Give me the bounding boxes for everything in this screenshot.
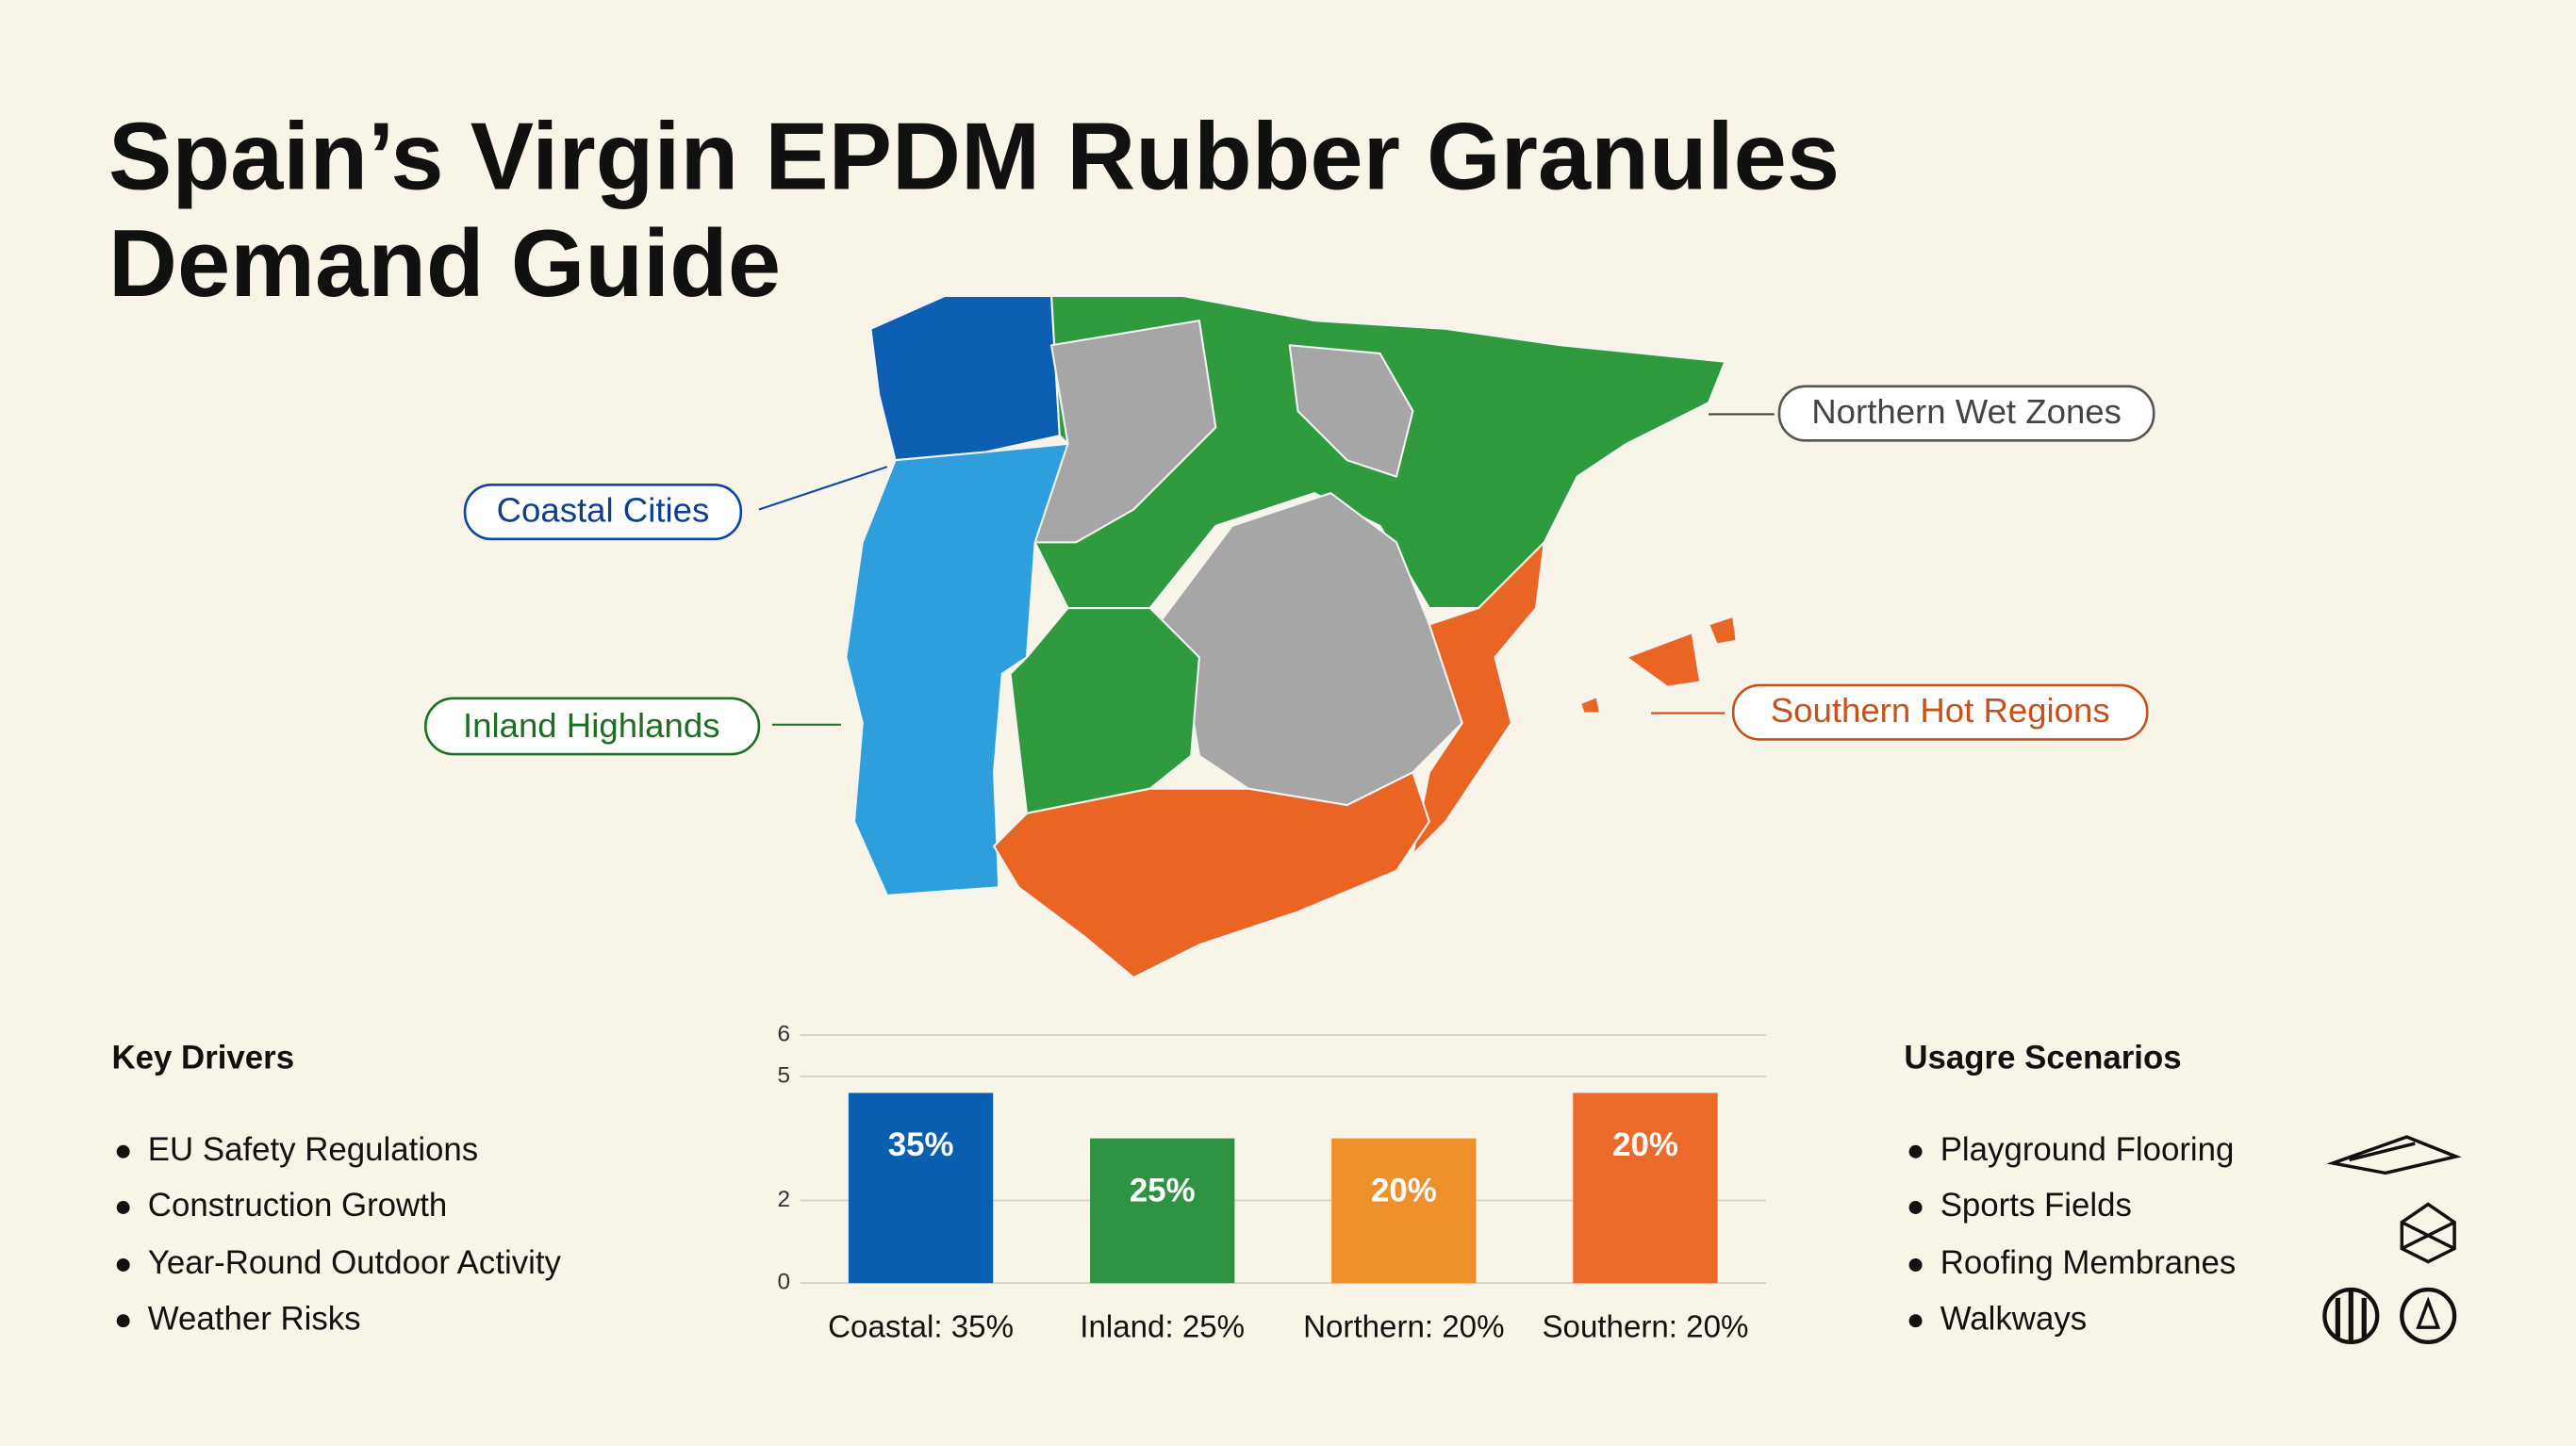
islands xyxy=(1579,696,1602,715)
bar xyxy=(848,1093,994,1284)
icon-roof xyxy=(2322,1287,2380,1345)
icon-walkway xyxy=(2400,1287,2457,1345)
islands xyxy=(1707,615,1738,646)
bar xyxy=(1573,1093,1718,1284)
key-drivers: Key Drivers EU Safety Regulations Constr… xyxy=(111,1039,561,1337)
bar-label: 35% xyxy=(888,1126,954,1163)
region-gray xyxy=(1288,344,1414,478)
callout-pill xyxy=(1777,385,2155,442)
callout-pill xyxy=(423,697,761,756)
region-east xyxy=(1412,541,1545,856)
list-item: Year-Round Outdoor Activity xyxy=(148,1244,562,1281)
x-tick-label: Coastal: 35% xyxy=(828,1310,1014,1345)
list-item: Roofing Membranes xyxy=(1940,1244,2237,1281)
callout-label: Southern Hot Regions xyxy=(1771,691,2110,730)
x-tick-label: Southern: 20% xyxy=(1542,1310,1748,1345)
icon-field xyxy=(2400,1202,2456,1264)
y-tick-label: 5 xyxy=(778,1062,791,1088)
list-item: Sports Fields xyxy=(1940,1187,2132,1224)
title-line: Demand Guide xyxy=(108,211,781,317)
y-tick-label: 2 xyxy=(778,1187,791,1212)
bullet xyxy=(1908,1144,1923,1158)
bullet xyxy=(116,1258,130,1272)
list-item: Construction Growth xyxy=(148,1187,447,1224)
icon-walkway-mark xyxy=(2416,1296,2441,1329)
bullet xyxy=(116,1144,130,1158)
y-tick-label: 0 xyxy=(778,1270,791,1295)
y-tick-label: 6 xyxy=(778,1021,791,1046)
bullet xyxy=(1908,1314,1923,1328)
bar-label: 20% xyxy=(1371,1172,1437,1208)
leader-line xyxy=(758,466,888,511)
icon-roof-lines xyxy=(2335,1290,2367,1341)
section-heading: Key Drivers xyxy=(111,1039,294,1076)
spain-map xyxy=(845,294,1738,979)
bar xyxy=(1090,1138,1235,1284)
list-item: Walkways xyxy=(1940,1300,2087,1337)
bullet xyxy=(1908,1258,1923,1272)
callout-label: Northern Wet Zones xyxy=(1811,392,2122,431)
bar xyxy=(1331,1138,1477,1284)
bullet xyxy=(116,1314,130,1328)
callout-pill xyxy=(1731,683,2149,741)
region-galicia xyxy=(869,294,1061,462)
bullet xyxy=(1908,1201,1923,1214)
x-tick-label: Inland: 25% xyxy=(1080,1310,1245,1345)
bar-chart: 0 2 5 6 35% Coastal: 35% 25% Inland: 25% 20% Nort… xyxy=(778,1021,1767,1345)
list-item: EU Safety Regulations xyxy=(148,1131,478,1168)
map-callouts: Coastal Cities Inland Highlands Northern… xyxy=(423,385,2155,756)
region-south xyxy=(993,771,1430,979)
x-tick-label: Northern: 20% xyxy=(1303,1310,1504,1345)
bar-label: 20% xyxy=(1612,1126,1678,1163)
list-item: Weather Risks xyxy=(148,1300,361,1337)
bar-label: 25% xyxy=(1130,1172,1196,1208)
callout-pill xyxy=(463,484,743,541)
title-line: Spain’s Virgin EPDM Rubber Granules xyxy=(108,105,1840,210)
section-heading: Usagre Scenarios xyxy=(1904,1039,2181,1076)
callout-label: Coastal Cities xyxy=(497,491,710,530)
islands xyxy=(1625,632,1702,688)
list-item: Playground Flooring xyxy=(1940,1131,2235,1168)
usage-scenarios: Usagre Scenarios Playground Flooring Spo… xyxy=(1904,1039,2462,1345)
bullet xyxy=(116,1201,130,1214)
icon-playground xyxy=(2326,1135,2462,1175)
region-gray xyxy=(1033,320,1217,544)
callout-label: Inland Highlands xyxy=(463,706,720,745)
